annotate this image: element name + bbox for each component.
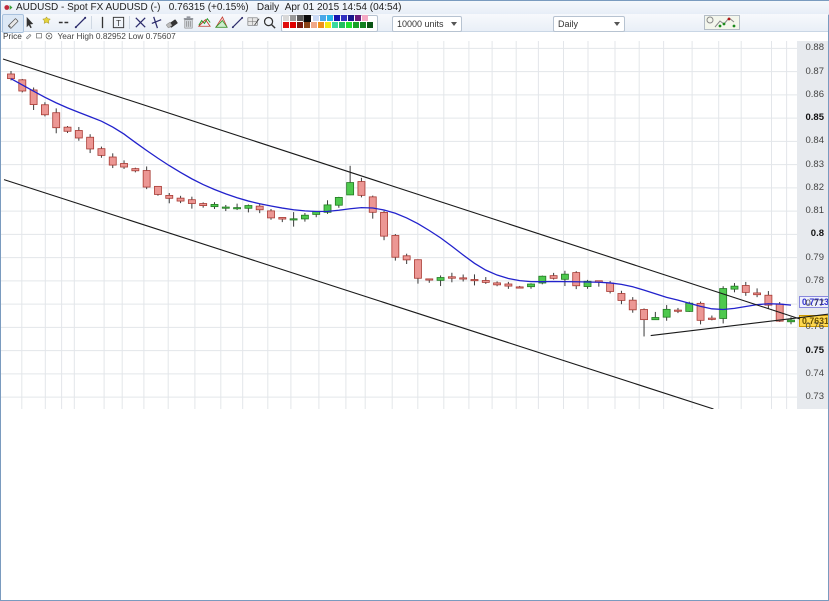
svg-text:T: T <box>116 19 121 28</box>
